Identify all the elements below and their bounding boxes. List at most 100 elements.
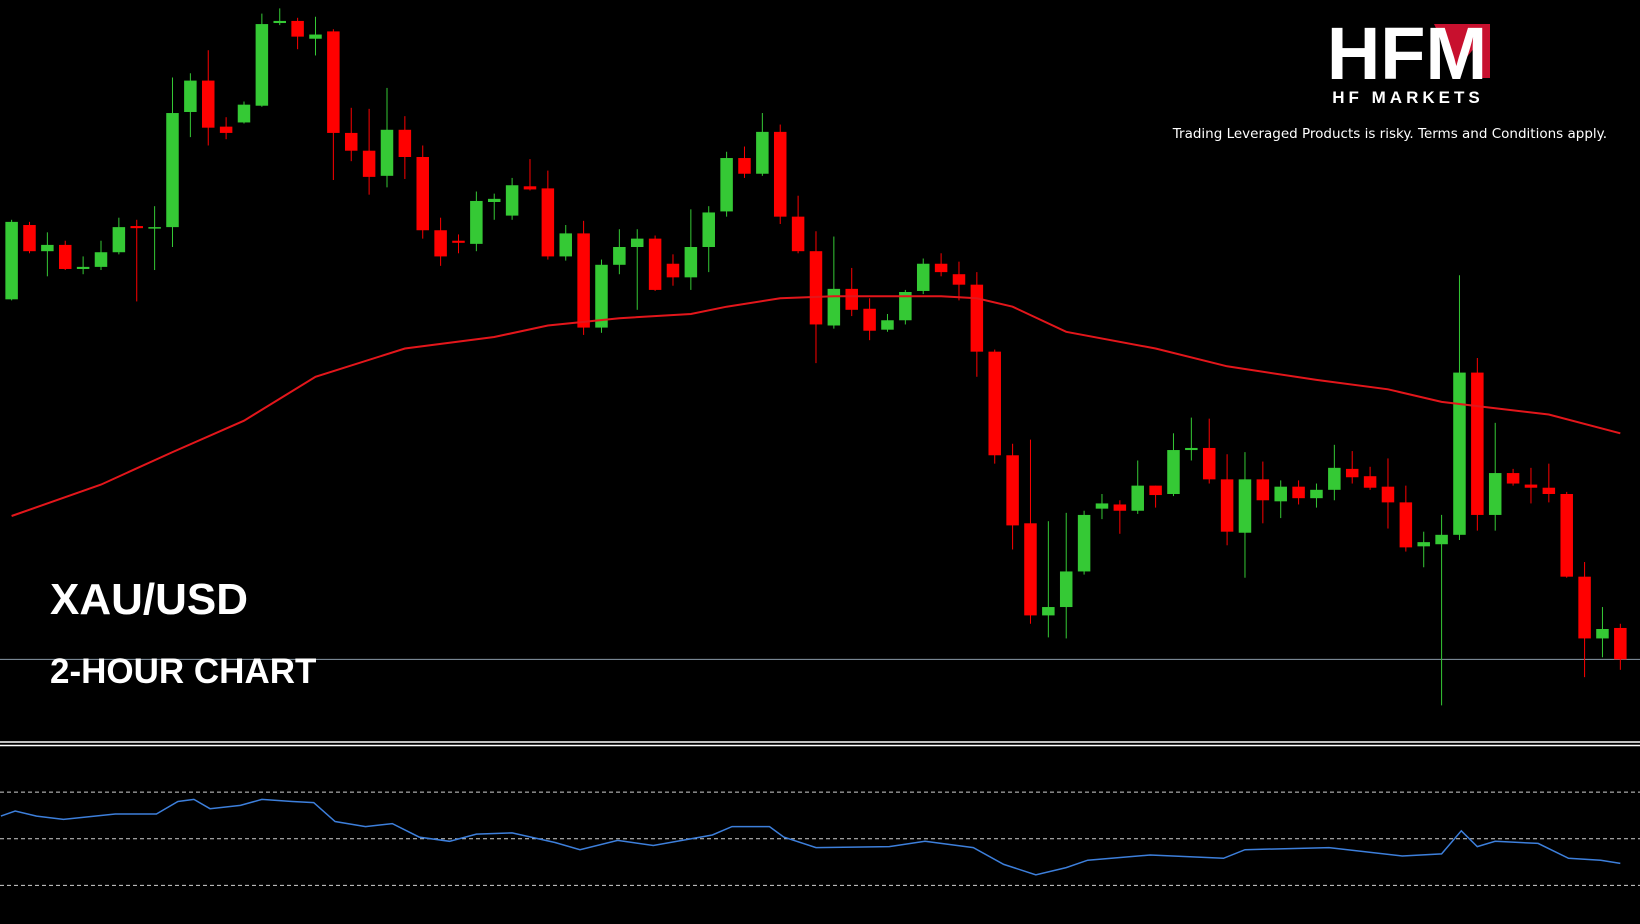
candle-body <box>988 351 1001 456</box>
candle-body <box>720 158 733 212</box>
candle-body <box>1238 479 1252 533</box>
candle-body <box>1024 523 1037 616</box>
candle-body <box>1345 468 1359 478</box>
candle-body <box>702 212 715 247</box>
candle-body <box>148 227 161 229</box>
candle-body <box>648 238 662 290</box>
candle-body <box>344 132 358 151</box>
candle-body <box>41 244 54 252</box>
candle-body <box>1488 473 1502 515</box>
candle-body <box>1220 479 1234 532</box>
candle-body <box>934 263 948 273</box>
candle-body <box>1506 473 1520 484</box>
candle-body <box>273 20 286 24</box>
candle-body <box>1596 629 1609 639</box>
candle-body <box>1292 486 1305 499</box>
candle-body <box>1202 447 1216 480</box>
candle-body <box>1381 486 1395 503</box>
candle-body <box>773 131 787 217</box>
candle-body <box>434 230 447 257</box>
candle-body <box>470 200 483 244</box>
candle-body <box>505 185 519 216</box>
candle-body <box>845 288 858 310</box>
candle-body <box>1167 450 1180 494</box>
candle-body <box>487 198 501 202</box>
candle-body <box>613 247 626 265</box>
candle-body <box>1471 372 1484 515</box>
candle-body <box>916 263 930 291</box>
candle-body <box>291 20 304 37</box>
candle-body <box>1042 607 1055 616</box>
candle-body <box>1417 542 1430 547</box>
candle-body <box>1578 576 1591 639</box>
chart-title: XAU/USD <box>50 575 248 624</box>
candle-body <box>309 34 322 39</box>
candle-body <box>1363 476 1377 488</box>
candle-body <box>791 216 805 252</box>
brand-name: HF MARKETS <box>1332 88 1483 107</box>
candle-body <box>1524 484 1538 488</box>
candle-body <box>255 24 269 106</box>
candle-body <box>738 158 751 174</box>
candle-body <box>416 156 429 231</box>
candle-body <box>559 233 572 257</box>
candle-body <box>684 247 698 278</box>
candle-body <box>362 150 376 177</box>
candle-body <box>1131 485 1144 511</box>
candle-body <box>756 131 769 174</box>
candle-body <box>398 129 412 157</box>
logo-accent <box>1434 24 1490 78</box>
candle-body <box>541 188 555 257</box>
candle-body <box>237 104 251 123</box>
candle-body <box>1435 534 1448 545</box>
candle-body <box>94 252 108 267</box>
candle-body <box>1095 503 1109 509</box>
candle-body <box>1542 487 1556 494</box>
candle-body <box>809 251 823 325</box>
price-panel <box>0 8 1640 706</box>
candle-body <box>595 264 608 328</box>
chart-subtitle: 2-HOUR CHART <box>50 652 316 691</box>
candle-body <box>666 263 680 278</box>
candle-body <box>1560 494 1573 577</box>
candle-body <box>452 240 465 243</box>
candle-body <box>112 227 126 253</box>
candle-body <box>952 274 966 285</box>
candle-body <box>219 126 233 133</box>
candle-body <box>76 266 90 269</box>
candle-body <box>130 226 143 229</box>
candle-body <box>1453 372 1466 535</box>
candle-body <box>1059 571 1073 608</box>
candle-body <box>630 238 644 247</box>
candle-body <box>863 308 876 331</box>
candle-body <box>327 31 340 133</box>
candle-body <box>5 221 18 300</box>
candle-body <box>1399 502 1413 548</box>
candle-body <box>1113 504 1127 511</box>
candle-body <box>899 292 912 321</box>
candle-body <box>23 225 36 252</box>
candle-body <box>1185 447 1198 451</box>
logo: HFM <box>1327 12 1487 95</box>
candle-body <box>380 129 394 176</box>
candle-body <box>1310 489 1323 499</box>
candle-body <box>201 80 215 128</box>
candle-body <box>1274 486 1287 502</box>
candle-body <box>970 284 984 352</box>
disclaimer: Trading Leveraged Products is risky. Ter… <box>1172 126 1607 142</box>
candle-body <box>827 288 841 326</box>
oscillator-line <box>0 798 1621 876</box>
candle-body <box>58 244 72 269</box>
candle-body <box>577 233 590 328</box>
candle-body <box>184 80 197 112</box>
candle-body <box>881 320 894 330</box>
candle-body <box>1256 479 1270 501</box>
candle-body <box>523 186 537 190</box>
candle-body <box>1328 467 1341 490</box>
candle-body <box>166 113 179 228</box>
candle-body <box>1149 485 1162 496</box>
candle-body <box>1077 514 1091 572</box>
oscillator-panel <box>0 791 1640 886</box>
moving-average-line <box>11 295 1621 517</box>
